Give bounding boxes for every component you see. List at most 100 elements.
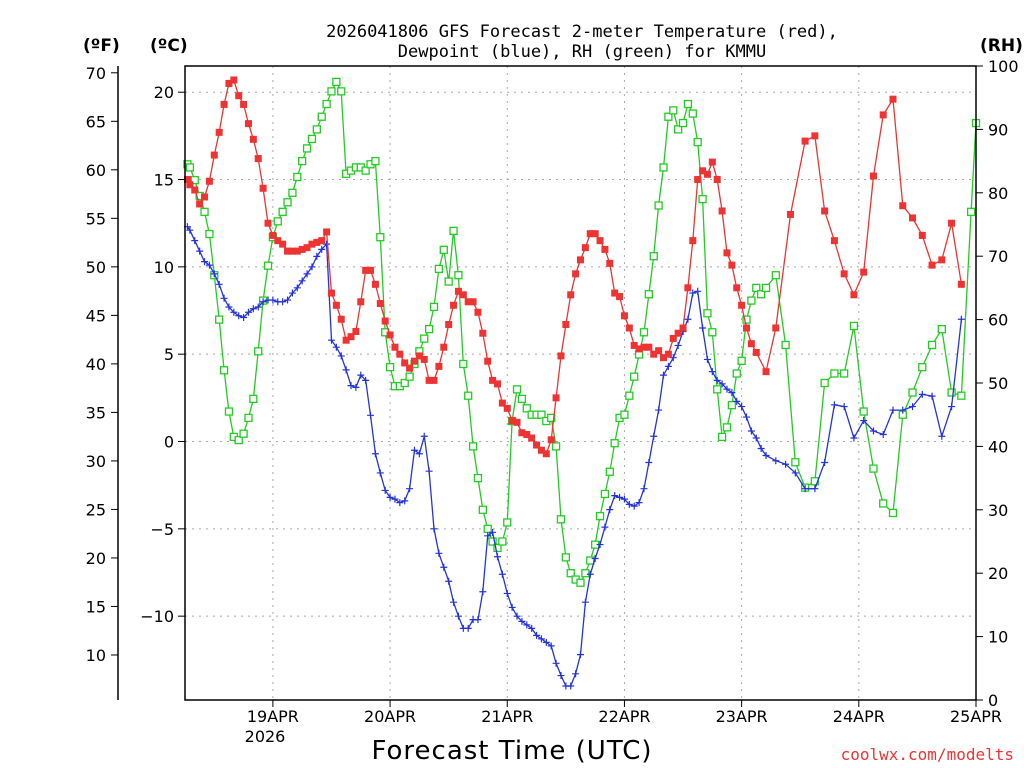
dewpoint-point bbox=[821, 458, 829, 466]
temperature-point bbox=[288, 247, 296, 255]
temperature-point bbox=[293, 247, 301, 255]
temperature-point bbox=[459, 291, 467, 299]
rh-point bbox=[449, 226, 458, 235]
rh-point bbox=[581, 569, 590, 578]
plot-frame bbox=[184, 65, 977, 701]
rh-point bbox=[537, 410, 546, 419]
dewpoint-point bbox=[352, 383, 360, 391]
dewpoint-point bbox=[215, 280, 223, 288]
temperature-point bbox=[869, 172, 877, 180]
dewpoint-point bbox=[542, 638, 550, 646]
dewpoint-point bbox=[318, 245, 326, 253]
temperature-point bbox=[201, 193, 209, 201]
rh-unit-label: (RH) bbox=[980, 36, 1023, 56]
dewpoint-point bbox=[928, 392, 936, 400]
rh-point bbox=[937, 324, 946, 334]
temperature-point bbox=[718, 207, 726, 215]
temperature-point bbox=[264, 219, 272, 227]
dewpoint-point bbox=[567, 682, 575, 690]
temperature-point bbox=[508, 417, 516, 425]
temperature-point bbox=[523, 431, 531, 439]
rh-point bbox=[717, 432, 727, 442]
temperature-point bbox=[396, 350, 404, 358]
dewpoint-point bbox=[410, 446, 418, 454]
rh-tick-label: 10 bbox=[988, 628, 1008, 647]
celsius-tick-label: 10 bbox=[154, 258, 174, 277]
temperature-point bbox=[581, 244, 589, 252]
dewpoint-point bbox=[337, 352, 345, 360]
rh-point bbox=[678, 118, 688, 128]
temperature-point bbox=[479, 329, 487, 337]
temperature-point bbox=[489, 376, 497, 384]
time-tick-label: 22APR bbox=[598, 707, 650, 726]
temperature-point bbox=[689, 237, 697, 245]
dewpoint-point bbox=[445, 577, 453, 585]
rh-point bbox=[781, 340, 790, 350]
temperature-point bbox=[352, 327, 360, 335]
temperature-point bbox=[625, 324, 633, 332]
temperature-point bbox=[542, 450, 550, 458]
rh-point bbox=[566, 569, 575, 578]
temperature-point bbox=[274, 237, 282, 245]
dewpoint-point bbox=[362, 376, 370, 384]
dewpoint-point bbox=[762, 451, 770, 459]
rh-point bbox=[644, 290, 654, 299]
temperature-point bbox=[620, 312, 628, 320]
series-dewpoint bbox=[183, 223, 965, 690]
rh-point bbox=[659, 163, 668, 172]
rh-point bbox=[244, 413, 253, 423]
rh-point bbox=[307, 134, 317, 144]
rh-point bbox=[752, 283, 761, 293]
rh-point bbox=[927, 340, 937, 350]
dewpoint-point bbox=[703, 355, 711, 363]
dewpoint-point bbox=[782, 460, 790, 468]
year-label: 2026 bbox=[245, 727, 286, 746]
dewpoint-point bbox=[948, 403, 956, 411]
dewpoint-point bbox=[869, 427, 877, 435]
rh-point bbox=[459, 359, 468, 369]
rh-tick-label: 20 bbox=[988, 564, 1008, 583]
dewpoint-point bbox=[406, 485, 414, 493]
time-tick-label: 19APR bbox=[247, 707, 299, 726]
dewpoint-point bbox=[225, 303, 233, 311]
rh-point bbox=[708, 328, 717, 337]
dewpoint-point bbox=[196, 247, 204, 255]
rh-point bbox=[669, 106, 678, 115]
dewpoint-point bbox=[513, 612, 521, 620]
time-tick-label: 23APR bbox=[716, 707, 768, 726]
dewpoint-point bbox=[493, 553, 501, 561]
rh-point bbox=[698, 194, 707, 204]
dewpoint-point bbox=[694, 287, 702, 295]
temperature-point bbox=[327, 289, 335, 297]
temperature-point bbox=[577, 256, 584, 264]
rh-point bbox=[473, 473, 483, 483]
rh-point bbox=[688, 109, 697, 118]
dewpoint-point bbox=[425, 467, 433, 475]
fahrenheit-tick-label: 30 bbox=[86, 452, 106, 471]
dewpoint-point bbox=[591, 555, 599, 563]
dewpoint-point bbox=[371, 450, 379, 458]
rh-tick-label: 70 bbox=[988, 247, 1008, 266]
rh-point bbox=[312, 125, 321, 134]
fahrenheit-tick-label: 35 bbox=[86, 403, 106, 422]
temperature-point bbox=[464, 298, 472, 306]
rh-point bbox=[273, 217, 282, 226]
dewpoint-point bbox=[435, 549, 443, 557]
rh-tick-label: 60 bbox=[988, 311, 1008, 330]
dewpoint-point bbox=[611, 492, 619, 500]
dewpoint-point bbox=[244, 308, 252, 316]
temperature-point bbox=[308, 240, 316, 248]
dewpoint-point bbox=[537, 635, 545, 643]
dewpoint-point bbox=[645, 458, 653, 466]
dewpoint-point bbox=[298, 277, 306, 285]
rh-point bbox=[283, 198, 292, 207]
rh-point bbox=[561, 553, 571, 562]
rh-point bbox=[322, 99, 331, 109]
temperature-point bbox=[362, 266, 370, 274]
rh-point bbox=[674, 125, 683, 134]
time-tick-label: 21APR bbox=[481, 707, 533, 726]
rh-point bbox=[966, 207, 976, 216]
fahrenheit-tick-label: 45 bbox=[86, 306, 106, 325]
rh-point bbox=[224, 407, 234, 416]
rh-point bbox=[454, 271, 463, 280]
